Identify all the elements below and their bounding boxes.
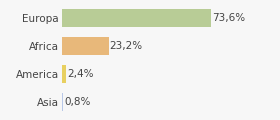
Text: 2,4%: 2,4% bbox=[67, 69, 94, 79]
Bar bbox=[62, 9, 211, 27]
Bar bbox=[62, 37, 109, 55]
Bar bbox=[62, 65, 66, 83]
Text: 0,8%: 0,8% bbox=[64, 97, 91, 107]
Bar bbox=[62, 93, 63, 111]
Text: 23,2%: 23,2% bbox=[110, 41, 143, 51]
Text: 73,6%: 73,6% bbox=[212, 13, 245, 23]
